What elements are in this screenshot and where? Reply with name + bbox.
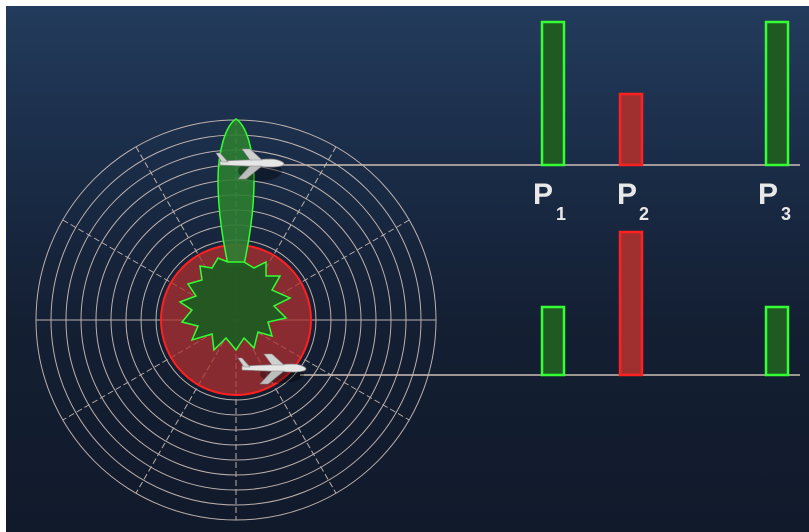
top-pulse-p1 xyxy=(540,20,566,167)
bottom-pulse-p3 xyxy=(764,305,790,377)
main-beam-lobe xyxy=(217,118,255,266)
bottom-pulse-p1 xyxy=(540,305,566,377)
pulse-label-p3-sub: 3 xyxy=(781,204,791,224)
pulse-label-p1-sub: 1 xyxy=(556,204,566,224)
top-pulse-p3 xyxy=(764,20,790,167)
side-lobes xyxy=(178,257,292,352)
pulse-label-p2-sub: 2 xyxy=(639,204,649,224)
pulse-label-p1: P xyxy=(533,178,553,211)
top-pulse-p2 xyxy=(618,92,644,167)
pulse-label-p2: P xyxy=(617,178,637,211)
airplane-icon xyxy=(215,148,285,181)
pulse-label-p3: P xyxy=(758,178,778,211)
diagram-panel xyxy=(6,6,809,532)
bottom-pulse-p2 xyxy=(618,230,644,377)
airplane-icon xyxy=(237,353,307,385)
